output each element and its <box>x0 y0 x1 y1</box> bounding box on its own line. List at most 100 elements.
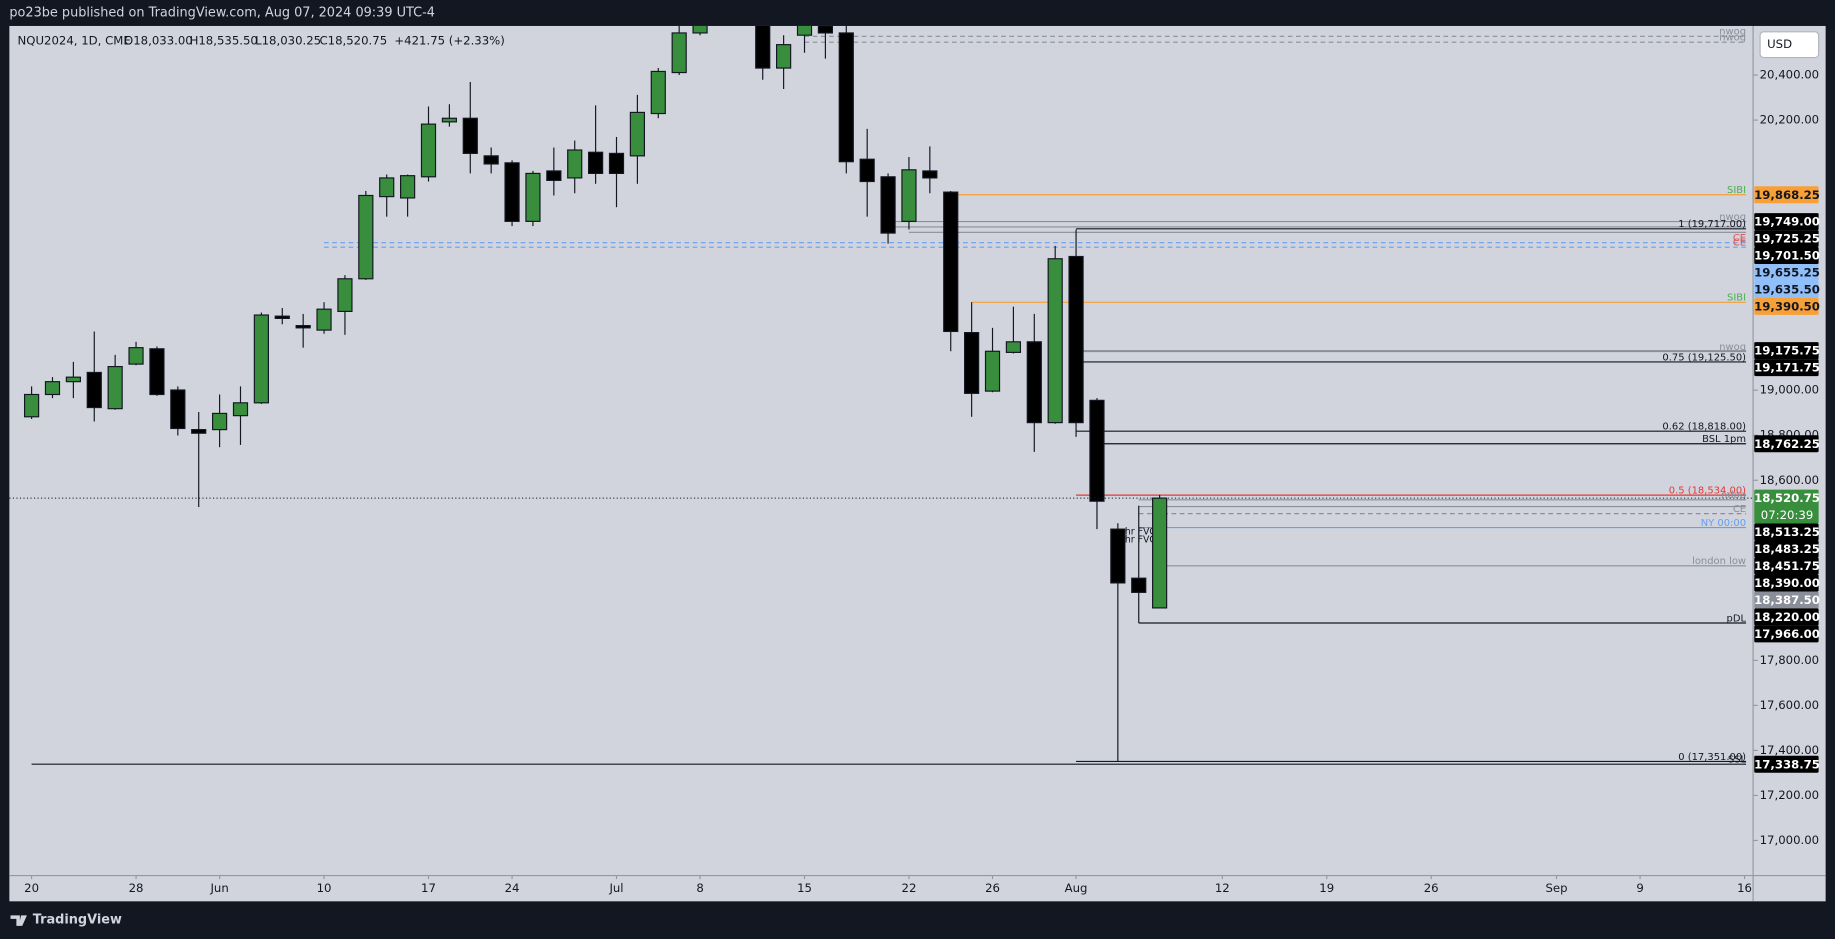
change: +421.75 (+2.33%) <box>394 34 504 48</box>
x-tick-label: 26 <box>985 881 1000 895</box>
level-label: CE <box>1733 237 1746 248</box>
footer-logo <box>10 915 27 926</box>
candle-body <box>964 331 980 394</box>
candle-body <box>253 314 269 404</box>
x-tick-label: 16 <box>1737 881 1752 895</box>
candle-body <box>546 170 562 181</box>
price-label-box <box>1754 557 1819 575</box>
price-label: 19,749.00 <box>1754 215 1820 229</box>
x-tick-label: Sep <box>1546 881 1568 895</box>
candle-body <box>755 25 771 69</box>
candle-body <box>504 162 520 222</box>
candle-body <box>483 155 499 165</box>
price-label: 19,175.75 <box>1754 344 1820 358</box>
candle-body <box>295 325 311 329</box>
level-label: SIBI <box>1727 185 1746 196</box>
price-label-box <box>1754 574 1819 592</box>
y-tick-label: 17,000.00 <box>1760 833 1819 847</box>
price-label: 18,513.25 <box>1754 525 1820 539</box>
price-label-box <box>1754 247 1819 265</box>
level-label: nwog <box>1719 212 1746 223</box>
candle-body <box>274 315 290 319</box>
x-tick-label: 22 <box>902 881 917 895</box>
currency[interactable]: USD <box>1767 37 1792 51</box>
level-label: ndog <box>1721 490 1746 501</box>
candle-body <box>107 365 123 410</box>
candle-body <box>588 151 604 175</box>
candle-body <box>337 278 353 313</box>
note: hr FVG <box>1125 534 1157 545</box>
level-label: nwog <box>1719 27 1746 38</box>
price-label: 18,387.50 <box>1754 593 1820 607</box>
price-label: 19,171.75 <box>1754 361 1820 375</box>
candle-body <box>23 393 40 418</box>
price-label: 19,701.50 <box>1754 249 1820 263</box>
price-label: 18,762.25 <box>1754 437 1820 451</box>
price-label: 17,966.00 <box>1754 627 1820 641</box>
level-label: CE <box>1733 504 1746 515</box>
candle-body <box>796 25 813 36</box>
candle-body <box>650 70 666 115</box>
plot-background <box>9 25 1826 902</box>
level-label: SIBI <box>1727 293 1746 304</box>
candle-body <box>86 371 102 409</box>
price-label: 19,635.50 <box>1754 283 1820 297</box>
price-label: 18,220.00 <box>1754 610 1820 624</box>
currency-box[interactable] <box>1759 31 1820 59</box>
price-label-box <box>1754 280 1819 298</box>
candle-body <box>567 149 583 179</box>
candle-body <box>462 117 478 154</box>
y-tick-label: 20,400.00 <box>1760 68 1819 82</box>
candle-body <box>65 376 81 383</box>
price-label-box <box>1754 489 1819 524</box>
level-label: pDL <box>1727 613 1747 624</box>
ohlc-low: L18,030.25 <box>255 34 321 48</box>
level-label: BSL 1pm <box>1702 434 1746 445</box>
x-tick-label: 28 <box>129 881 144 895</box>
candle-body <box>922 170 938 179</box>
footer-brand: TradingView <box>33 913 122 928</box>
level-label: 0 (17,351.00) <box>1678 752 1746 763</box>
x-tick-label: 9 <box>1636 881 1643 895</box>
candle-body <box>1068 255 1084 424</box>
price-label-box <box>1754 540 1819 558</box>
candle-body <box>838 32 854 163</box>
level-label: NY 00:00 <box>1701 518 1746 529</box>
price-label-box <box>1754 342 1819 360</box>
ohlc-high: H18,535.50 <box>190 34 258 48</box>
candle-body <box>776 44 792 69</box>
candle-body <box>400 175 416 199</box>
ohlc-open: O18,033.00 <box>124 34 193 48</box>
price-label-box <box>1754 523 1819 541</box>
y-tick-label: 19,000.00 <box>1760 383 1819 397</box>
candle-body <box>232 402 249 417</box>
symbol: NQU2024, 1D, CME <box>18 34 131 48</box>
price-label: 19,725.25 <box>1754 232 1820 246</box>
level-label: nwog <box>1719 32 1746 43</box>
price-label: 19,655.25 <box>1754 266 1820 280</box>
price-label-box <box>1754 591 1819 609</box>
y-tick-label: 17,600.00 <box>1760 698 1819 712</box>
candle-body <box>420 123 437 178</box>
header: po23be published on TradingView.com, Aug… <box>9 6 435 21</box>
x-tick-label: 8 <box>696 881 703 895</box>
candle-body <box>441 117 457 123</box>
price-label: 19,868.25 <box>1754 188 1820 202</box>
price-label: 19,390.50 <box>1754 300 1820 314</box>
x-tick-label: Jun <box>209 881 228 895</box>
candle-body <box>191 429 207 434</box>
x-tick-label: 24 <box>505 881 520 895</box>
axes: 20,400.0020,200.0019,000.0018,800.0018,6… <box>24 68 1820 895</box>
price-label-box <box>1754 359 1819 377</box>
candle-body <box>379 177 395 198</box>
candle-body <box>692 25 708 34</box>
price-label-box <box>1754 435 1819 453</box>
y-tick-label: 17,400.00 <box>1760 743 1819 757</box>
price-label-box <box>1754 608 1819 626</box>
candle-body <box>1026 341 1042 424</box>
level-label: SSL <box>1728 755 1747 766</box>
candle-body <box>629 111 646 157</box>
countdown: 07:20:39 <box>1761 508 1814 522</box>
candle-body <box>1110 528 1126 584</box>
